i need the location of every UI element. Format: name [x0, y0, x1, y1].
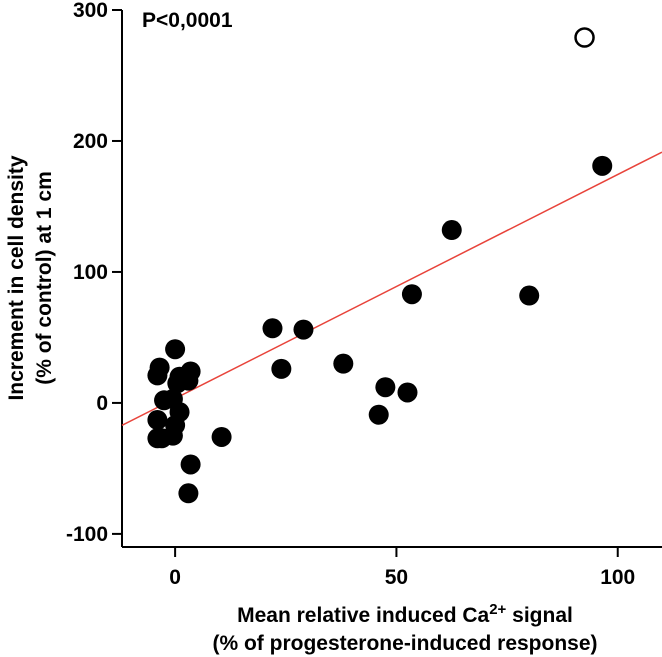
data-point: [165, 339, 186, 360]
data-points: [147, 27, 613, 504]
axes: [121, 10, 662, 548]
x-axis-title-line1: Mean relative induced Ca2+ signal: [237, 601, 573, 627]
y-tick-label: 100: [73, 261, 108, 284]
data-point: [178, 483, 199, 504]
regression-line: [121, 151, 662, 427]
x-tick-label: 100: [600, 566, 635, 589]
data-point: [293, 319, 314, 340]
data-point: [397, 382, 418, 403]
data-point: [375, 377, 396, 398]
y-tick-label: 200: [73, 130, 108, 153]
data-point: [592, 155, 613, 176]
x-axis-title-prefix: Mean relative induced Ca: [237, 604, 489, 627]
x-axis-title-suffix: signal: [506, 604, 573, 627]
data-point: [211, 426, 232, 447]
y-tick-label: 300: [73, 0, 108, 22]
data-point: [147, 409, 168, 430]
y-ticks: 300 200 100 0 -100: [66, 0, 122, 546]
data-point: [180, 361, 201, 382]
x-axis-title-line2: (% of progesterone-induced response): [212, 632, 597, 655]
y-axis-title-line1: Increment in cell density: [5, 155, 28, 400]
x-tick-label: 50: [385, 566, 408, 589]
x-tick-label: 0: [169, 566, 181, 589]
outlier-point: [574, 27, 595, 48]
data-point: [162, 425, 183, 446]
x-axis-title-superscript: 2+: [489, 601, 506, 618]
data-point: [271, 358, 292, 379]
data-point: [262, 318, 283, 339]
y-tick-label: -100: [66, 523, 108, 546]
data-point: [333, 353, 354, 374]
data-point: [147, 365, 168, 386]
x-ticks: 0 50 100: [169, 547, 635, 589]
data-point: [519, 285, 540, 306]
data-point: [401, 284, 422, 305]
p-value-annotation: P<0,0001: [142, 9, 233, 32]
data-point: [368, 404, 389, 425]
y-axis-title-line2: (% of control) at 1 cm: [33, 171, 56, 385]
y-tick-label: 0: [96, 392, 108, 415]
data-point: [180, 454, 201, 475]
data-point: [441, 220, 462, 241]
